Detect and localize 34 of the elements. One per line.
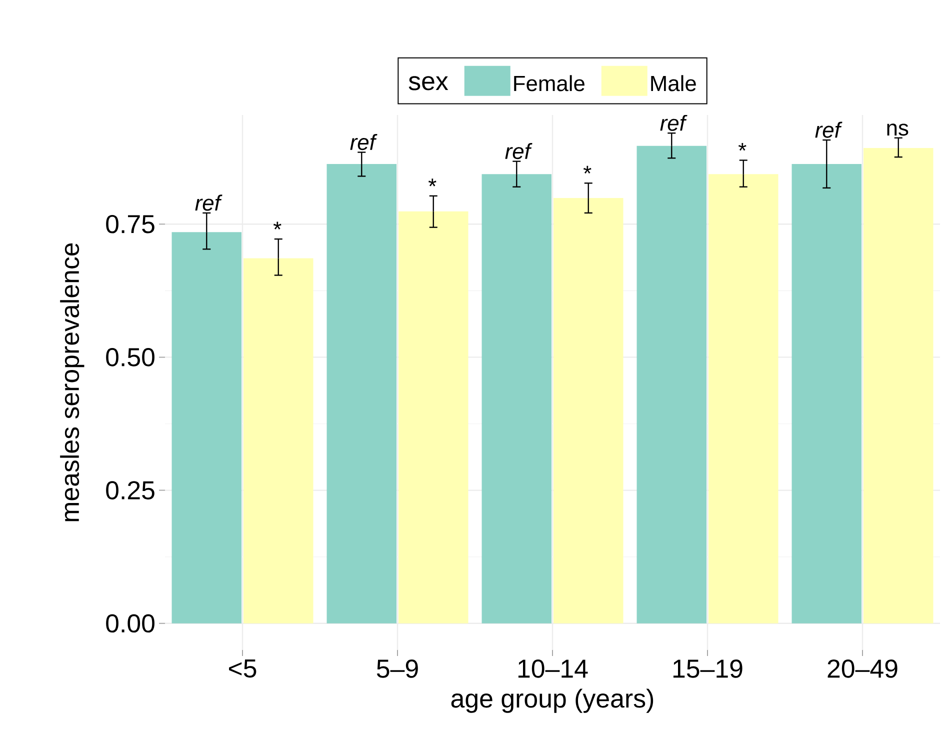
annotation: ref <box>660 114 688 131</box>
bar <box>708 174 778 624</box>
y-axis-title: measles seroprevalence <box>60 243 84 522</box>
bar <box>398 211 468 624</box>
legend-label: Male <box>651 75 696 92</box>
bar <box>636 146 707 624</box>
annotation: * <box>428 178 436 186</box>
annotation: ref <box>505 143 532 160</box>
y-tick-label: 0.50 <box>106 348 154 366</box>
y-tick-label: 0.25 <box>106 481 154 500</box>
annotation: ref <box>815 122 842 138</box>
annotation: ref <box>350 134 378 150</box>
bar <box>554 198 624 624</box>
bar <box>792 164 862 624</box>
bar <box>172 232 242 624</box>
annotation: ns <box>887 124 908 136</box>
annotation: * <box>273 222 282 230</box>
x-tick-label: 10–14 <box>518 660 588 678</box>
bar <box>326 164 397 624</box>
x-tick-label: <5 <box>229 660 256 678</box>
bar <box>243 258 314 624</box>
x-tick-label: 5–9 <box>376 660 418 678</box>
bar <box>864 148 934 624</box>
bar <box>482 174 552 624</box>
x-tick-label: 15–19 <box>673 660 742 678</box>
legend-label: Female <box>514 75 584 92</box>
annotation: ref <box>195 194 222 211</box>
legend-title: sex <box>408 76 448 90</box>
x-axis-title: age group (years) <box>451 688 654 713</box>
annotation: * <box>738 142 746 151</box>
y-tick-label: 0.75 <box>106 214 154 234</box>
y-tick-label: 0.00 <box>106 614 154 633</box>
x-tick-label: 20–49 <box>828 660 898 678</box>
annotation: * <box>583 166 592 174</box>
